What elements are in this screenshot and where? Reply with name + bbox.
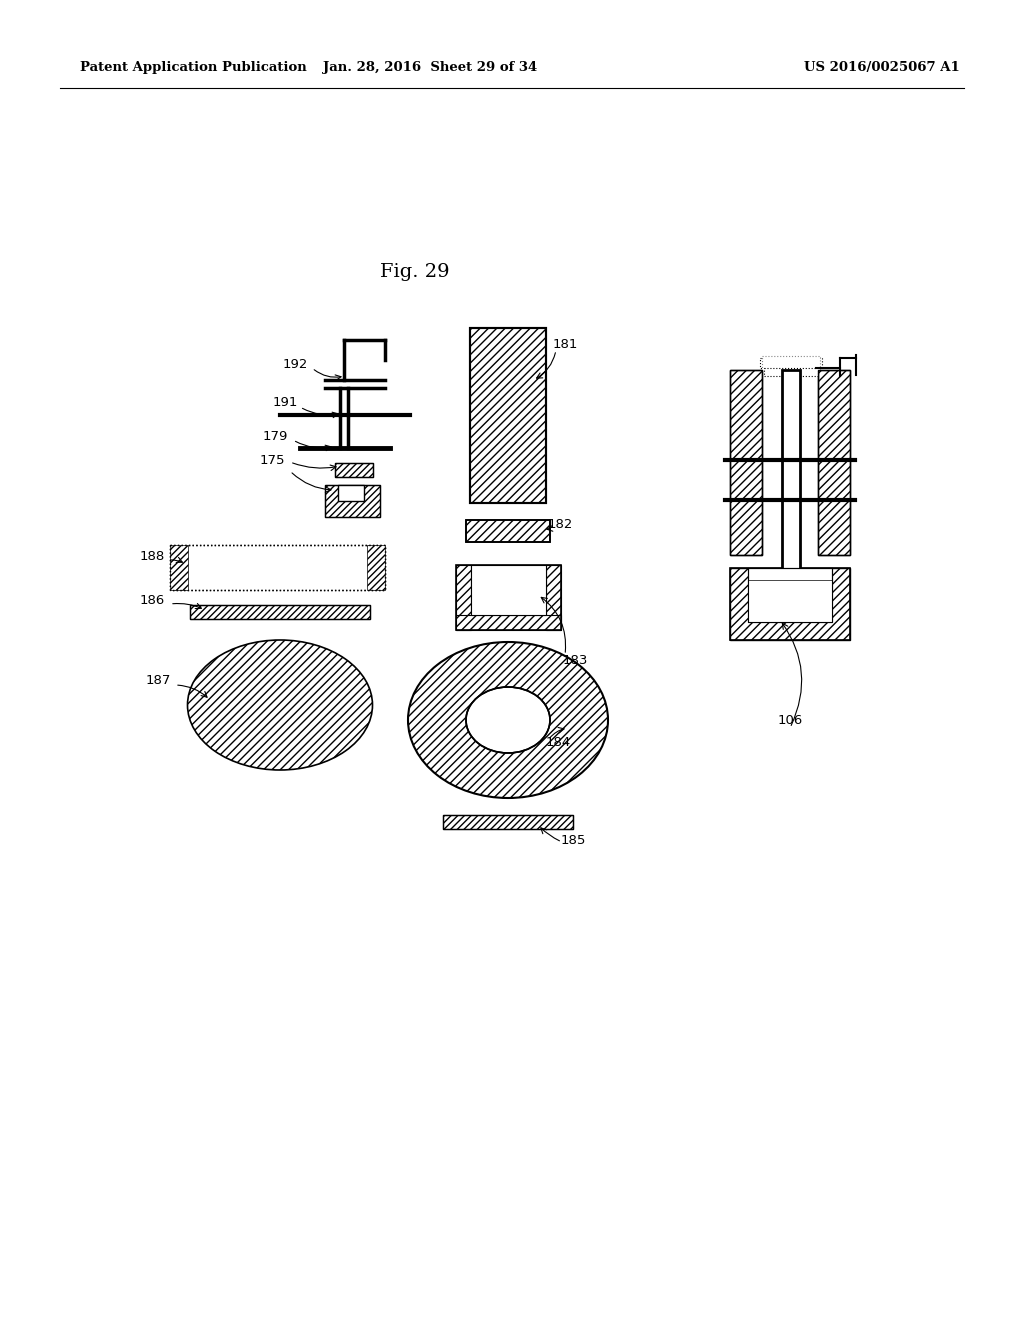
Ellipse shape [187,640,373,770]
Bar [456,565,471,630]
Text: 187: 187 [145,673,171,686]
Text: Patent Application Publication: Patent Application Publication [80,62,307,74]
Bar [748,568,831,622]
Text: 185: 185 [560,833,586,846]
Text: 186: 186 [139,594,165,607]
Bar [748,568,831,622]
Bar [762,356,820,370]
Bar [170,545,385,590]
Bar [730,370,762,554]
Ellipse shape [408,642,608,799]
Bar [466,520,550,543]
Text: 182: 182 [547,519,572,532]
Bar [764,368,818,376]
Bar [335,463,373,477]
Text: 181: 181 [552,338,578,351]
Bar [456,615,561,630]
Text: Jan. 28, 2016  Sheet 29 of 34: Jan. 28, 2016 Sheet 29 of 34 [323,62,538,74]
Bar [335,463,373,477]
Text: 175: 175 [259,454,285,466]
Bar [190,605,370,619]
Bar [325,484,380,517]
Text: 192: 192 [283,359,307,371]
Bar [338,484,364,502]
Text: US 2016/0025067 A1: US 2016/0025067 A1 [804,62,961,74]
Bar [818,370,850,554]
Text: 184: 184 [546,735,570,748]
Bar [748,579,831,622]
Bar [782,370,800,590]
Text: 191: 191 [272,396,298,408]
Bar [170,545,385,590]
Bar [443,814,573,829]
Bar [367,545,385,590]
Bar [190,605,370,619]
Text: 183: 183 [562,653,588,667]
Bar [730,370,762,554]
Bar [443,814,573,829]
Ellipse shape [466,686,550,752]
Text: Fig. 29: Fig. 29 [380,263,450,281]
Text: 179: 179 [262,430,288,444]
Bar [546,565,561,630]
Bar [818,370,850,554]
Bar [470,327,546,503]
Bar [760,358,822,368]
Text: 106: 106 [777,714,803,726]
Bar [470,327,546,503]
Text: 188: 188 [139,550,165,564]
Bar [325,484,380,517]
Bar [466,520,550,543]
Bar [170,545,188,590]
Bar [456,565,561,630]
Bar [471,565,546,615]
Bar [730,568,850,640]
Bar [730,568,850,640]
